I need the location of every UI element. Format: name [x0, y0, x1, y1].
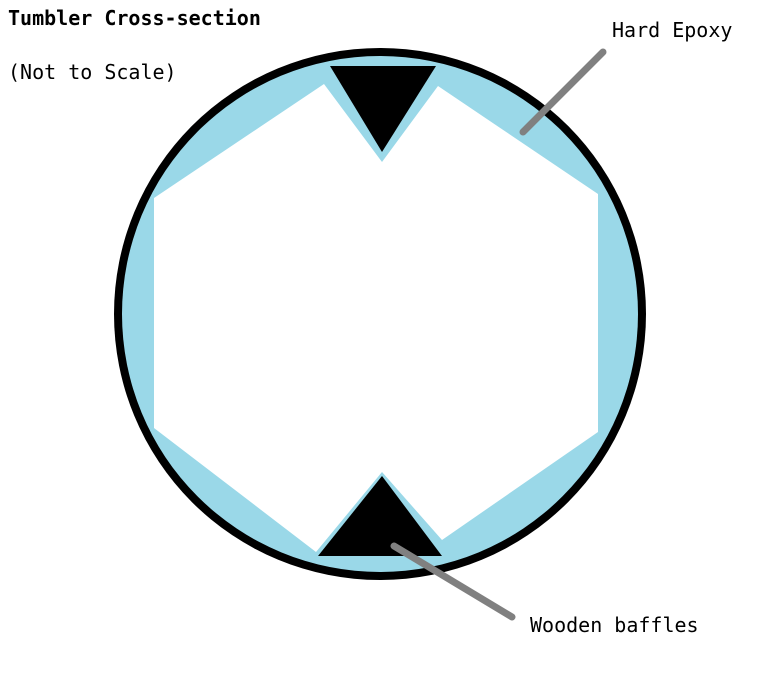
diagram-subtitle: (Not to Scale)	[8, 60, 177, 84]
diagram-title: Tumbler Cross-section	[8, 6, 261, 30]
wooden-baffles-label: Wooden baffles	[530, 613, 699, 637]
baffles-leader-line	[390, 542, 516, 621]
top-baffle	[330, 66, 436, 152]
hard-epoxy-label: Hard Epoxy	[612, 18, 733, 42]
tumbler-cavity	[154, 84, 598, 552]
bottom-baffle	[318, 476, 442, 556]
epoxy-leader-line	[519, 48, 607, 136]
